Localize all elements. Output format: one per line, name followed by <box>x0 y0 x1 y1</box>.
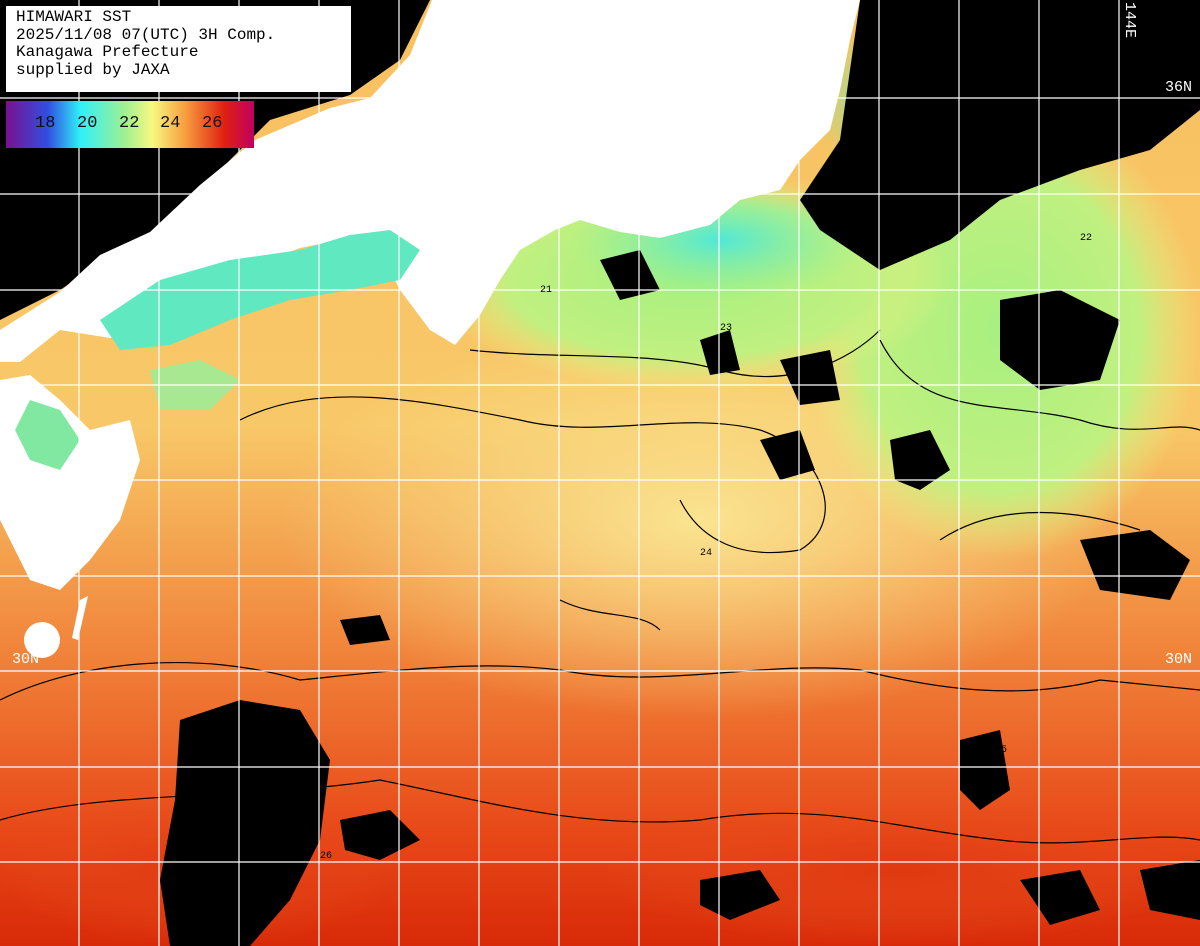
color-scale-legend: 18 20 22 24 26 <box>6 101 254 148</box>
legend-label: 26 <box>202 114 223 133</box>
longitude-label: 136E <box>481 2 498 39</box>
hot-water-s <box>600 794 1200 946</box>
map-title: HIMAWARI SST <box>16 8 132 26</box>
latitude-label: 30N <box>1165 651 1193 668</box>
contour-labels: 21 22 23 24 25 26 <box>320 233 1092 862</box>
legend-label: 22 <box>119 114 140 133</box>
contour-label: 24 <box>700 548 712 559</box>
contour-label: 26 <box>320 851 332 862</box>
credit-label: supplied by JAXA <box>16 60 170 79</box>
legend-label: 24 <box>160 114 181 133</box>
contour-label: 23 <box>720 323 732 334</box>
legend-label: 18 <box>35 114 56 133</box>
latitude-label: 30N <box>12 651 40 668</box>
legend-label: 20 <box>77 114 98 133</box>
contour-label: 25 <box>995 745 1007 756</box>
contour-label: 21 <box>540 285 552 296</box>
longitude-label: 144E <box>1121 2 1138 39</box>
observation-datetime: 2025/11/08 07(UTC) 3H Comp. <box>16 25 276 44</box>
region-label: Kanagawa Prefecture <box>16 43 199 61</box>
info-box: HIMAWARI SST 2025/11/08 07(UTC) 3H Comp.… <box>6 6 351 92</box>
contour-label: 22 <box>1080 233 1092 244</box>
latitude-label: 36N <box>1165 79 1193 96</box>
